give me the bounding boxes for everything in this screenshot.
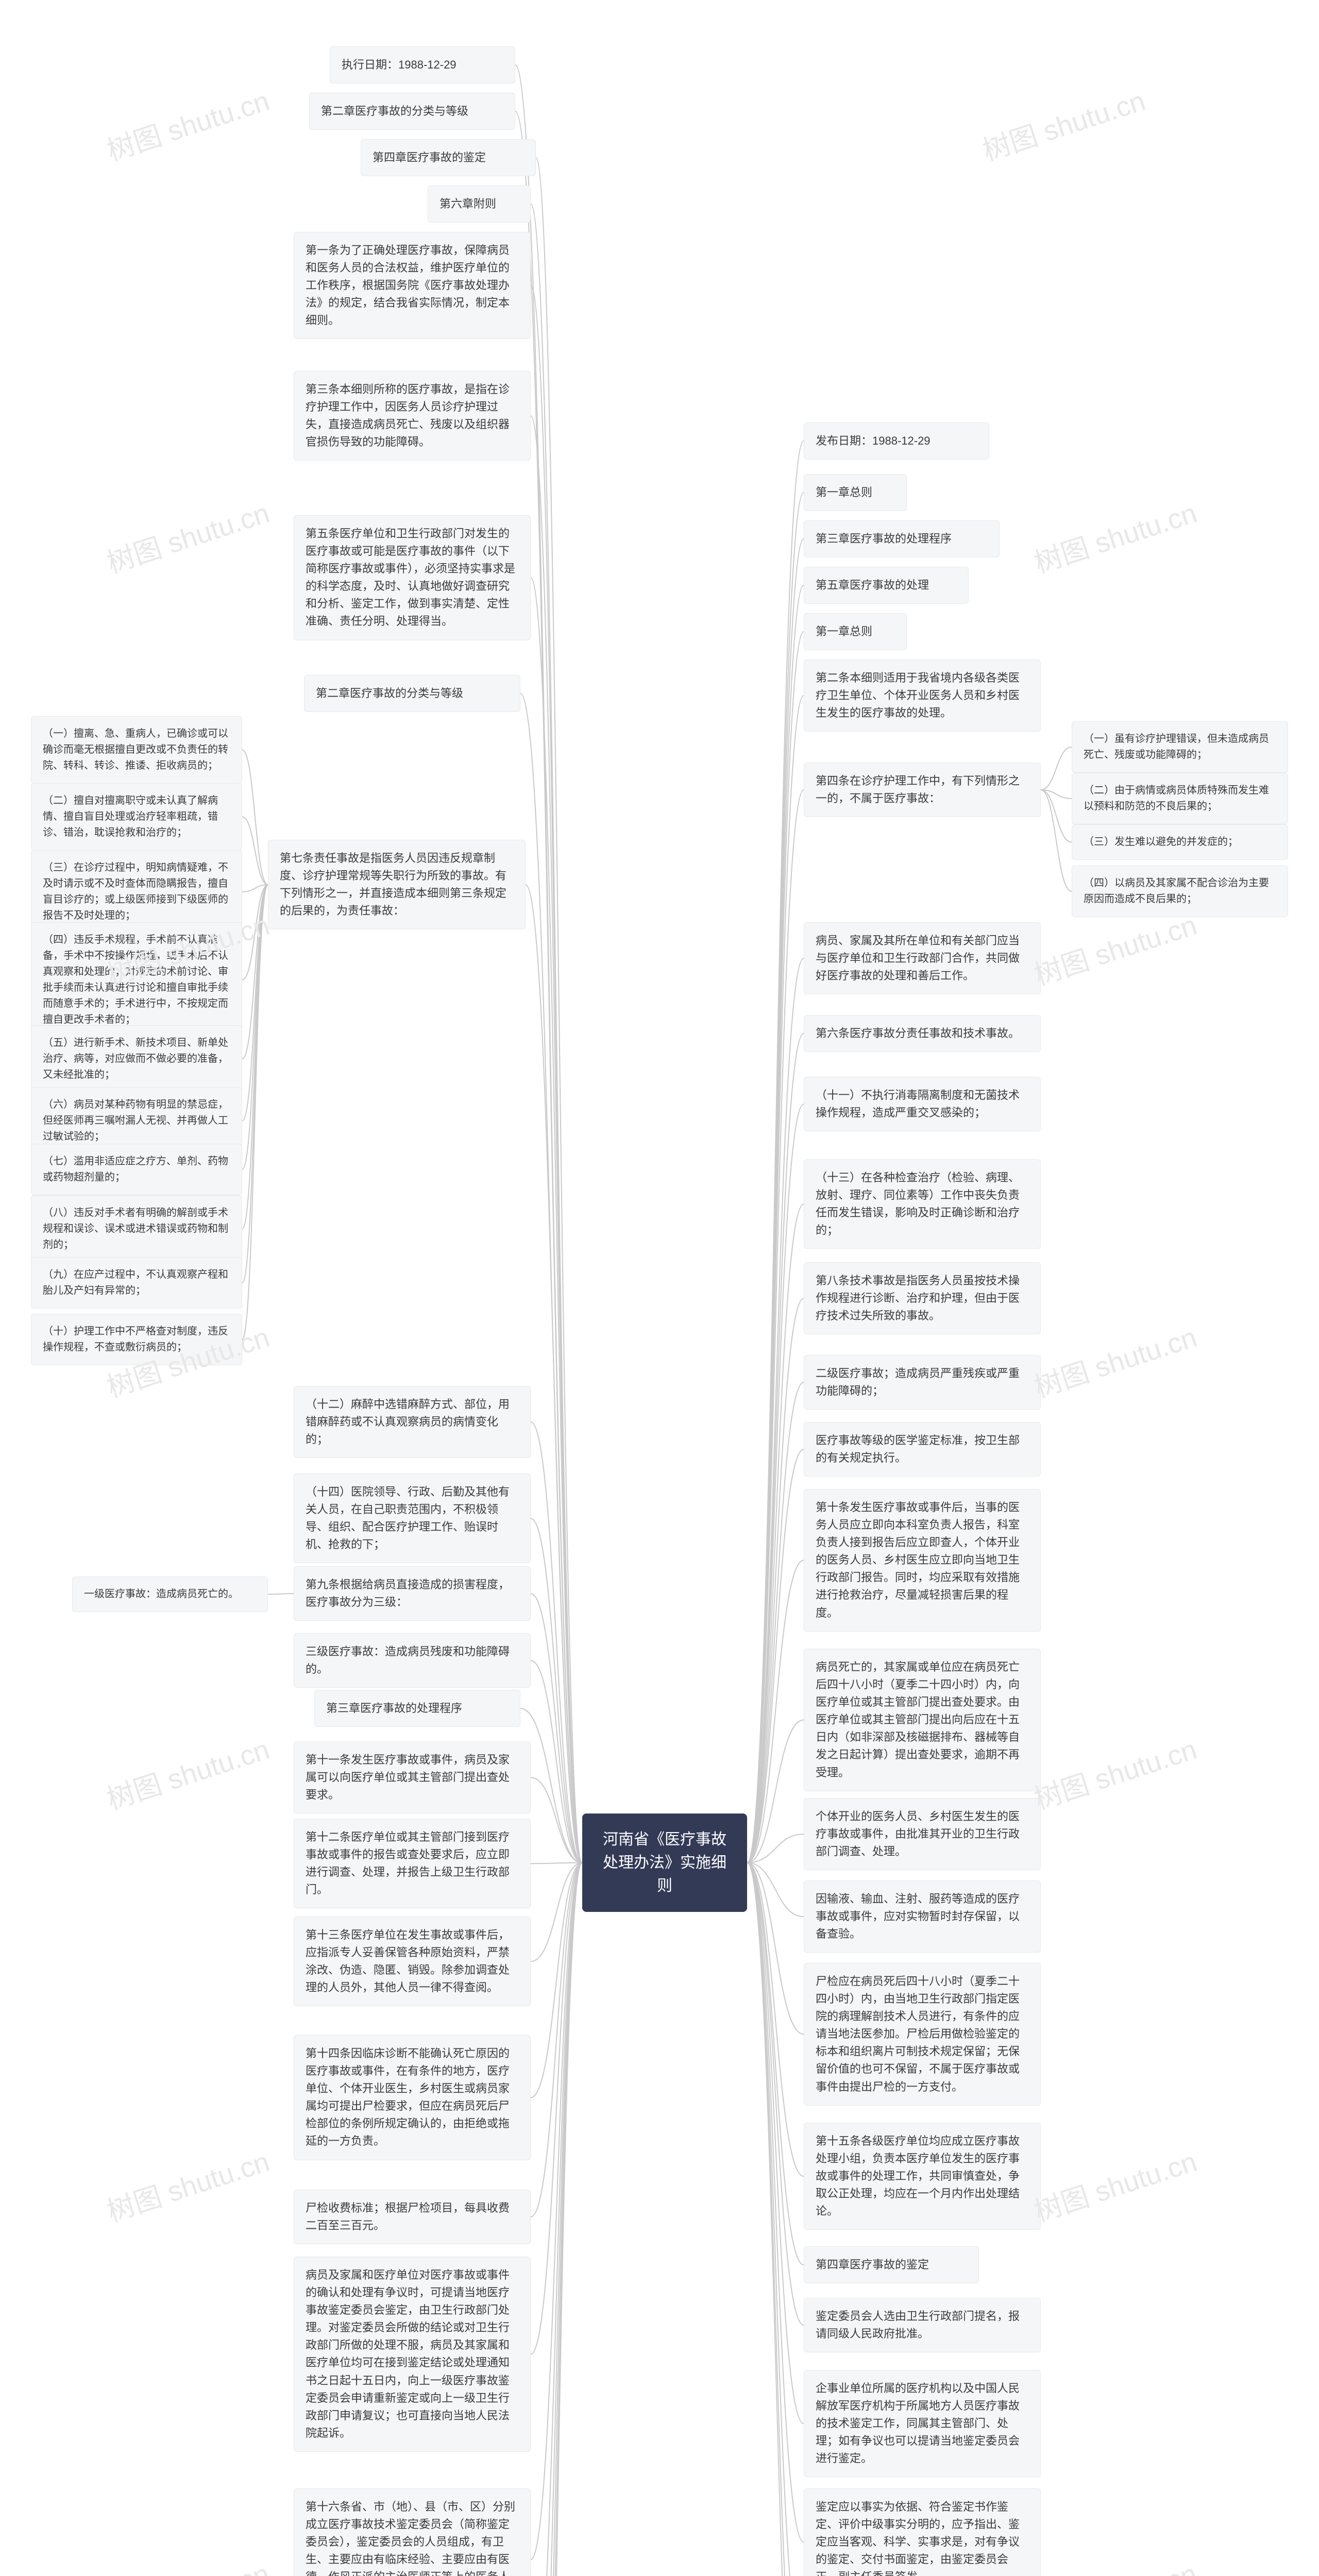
mindmap-node: 一级医疗事故：造成病员死亡的。 <box>72 1577 268 1612</box>
mindmap-node: 第八条技术事故是指医务人员虽按技术操作规程进行诊断、治疗和护理，但由于医疗技术过… <box>804 1262 1041 1334</box>
mindmap-node: （五）进行新手术、新技术项目、新单处治疗、病等，对应做而不做必要的准备，又未经批… <box>31 1025 242 1093</box>
mindmap-node: （十二）麻醉中选错麻醉方式、部位，用错麻醉药或不认真观察病员的病情变化的； <box>294 1386 531 1458</box>
watermark: 树图 shutu.cn <box>1028 2139 1202 2229</box>
mindmap-node: （十三）在各种检查治疗（检验、病理、放射、理疗、同位素等）工作中丧失负责任而发生… <box>804 1159 1041 1249</box>
mindmap-node: 病员、家属及其所在单位和有关部门应当与医疗单位和卫生行政部门合作，共同做好医疗事… <box>804 922 1041 994</box>
mindmap-node: （三）发生难以避免的并发症的； <box>1072 824 1288 860</box>
mindmap-node: 第三章医疗事故的处理程序 <box>314 1690 520 1727</box>
mindmap-node: 二级医疗事故；造成病员严重残疾或严重功能障碍的； <box>804 1355 1041 1410</box>
mindmap-node: 企事业单位所属的医疗机构以及中国人民解放军医疗机构于所属地方人员医疗事故的技术鉴… <box>804 2370 1041 2477</box>
mindmap-node: 第一章总则 <box>804 474 907 511</box>
mindmap-node: 第一章总则 <box>804 613 907 650</box>
mindmap-node: 第四条在诊疗护理工作中，有下列情形之一的，不属于医疗事故： <box>804 762 1041 817</box>
watermark: 树图 shutu.cn <box>101 1726 274 1817</box>
watermark: 树图 shutu.cn <box>101 490 274 581</box>
mindmap-node: 第五章医疗事故的处理 <box>804 567 969 604</box>
mindmap-node: （十四）医院领导、行政、后勤及其他有关人员，在自己职责范围内，不积极领导、组织、… <box>294 1473 531 1563</box>
mindmap-node: 鉴定应以事实为依据、符合鉴定书作鉴定、评价中级事实分明的，应予指出、鉴定应当客观… <box>804 2488 1041 2576</box>
watermark: 树图 shutu.cn <box>1028 490 1202 581</box>
watermark: 树图 shutu.cn <box>977 78 1150 168</box>
mindmap-node: 第二章医疗事故的分类与等级 <box>309 93 515 130</box>
mindmap-node: 鉴定委员会人选由卫生行政部门提名，报请同级人民政府批准。 <box>804 2298 1041 2352</box>
mindmap-node: 因输液、输血、注射、服药等造成的医疗事故或事件，应对实物暂时封存保留，以备查验。 <box>804 1880 1041 1953</box>
watermark: 树图 shutu.cn <box>101 2139 274 2229</box>
watermark: 树图 shutu.cn <box>101 2551 274 2576</box>
mindmap-node: 第五条医疗单位和卫生行政部门对发生的医疗事故或可能是医疗事故的事件（以下简称医疗… <box>294 515 531 640</box>
watermark: 树图 shutu.cn <box>101 78 274 168</box>
mindmap-node: 执行日期：1988-12-29 <box>330 46 515 83</box>
mindmap-node: 病员及家属和医疗单位对医疗事故或事件的确认和处理有争议时，可提请当地医疗事故鉴定… <box>294 2257 531 2452</box>
watermark: 树图 shutu.cn <box>1028 2551 1202 2576</box>
mindmap-node: （八）违反对手术者有明确的解剖或手术规程和误诊、误术或进术错误或药物和制剂的； <box>31 1195 242 1263</box>
mindmap-node: （七）滥用非适应症之疗方、单剂、药物或药物超剂量的； <box>31 1144 242 1195</box>
mindmap-node: 第十五条各级医疗单位均应成立医疗事故处理小组，负责本医疗单位发生的医疗事故或事件… <box>804 2123 1041 2230</box>
mindmap-node: 医疗事故等级的医学鉴定标准，按卫生部的有关规定执行。 <box>804 1422 1041 1477</box>
mindmap-node: 第十一条发生医疗事故或事件，病员及家属可以向医疗单位或其主管部门提出查处要求。 <box>294 1741 531 1814</box>
mindmap-node: 第二章医疗事故的分类与等级 <box>304 675 520 712</box>
mindmap-node: （一）虽有诊疗护理错误，但未造成病员死亡、残废或功能障碍的； <box>1072 721 1288 773</box>
mindmap-node: 第三章医疗事故的处理程序 <box>804 520 1000 557</box>
mindmap-node: （十）护理工作中不严格查对制度，违反操作规程，不查或敷衍病员的； <box>31 1314 242 1365</box>
mindmap-node: 第七条责任事故是指医务人员因违反规章制度、诊疗护理常规等失职行为所致的事故。有下… <box>268 840 526 929</box>
mindmap-node: （一）擅离、急、重病人，已确诊或可以确诊而毫无根据擅自更改或不负责任的转院、转科… <box>31 716 242 784</box>
mindmap-node: 病员死亡的，其家属或单位应在病员死亡后四十八小时（夏季二十四小时）内，向医疗单位… <box>804 1649 1041 1791</box>
mindmap-node: 第四章医疗事故的鉴定 <box>804 2246 979 2283</box>
mindmap-node: 个体开业的医务人员、乡村医生发生的医疗事故或事件，由批准其开业的卫生行政部门调查… <box>804 1798 1041 1870</box>
mindmap-node: （三）在诊疗过程中，明知病情疑难，不及时请示或不及时查体而隐瞒报告，擅自盲目诊疗… <box>31 850 242 934</box>
mindmap-node: 第十二条医疗单位或其主管部门接到医疗事故或事件的报告或查处要求后，应立即进行调查… <box>294 1819 531 1908</box>
mindmap-node: 第三条本细则所称的医疗事故，是指在诊疗护理工作中，因医务人员诊疗护理过失，直接造… <box>294 371 531 461</box>
mindmap-node: 第十三条医疗单位在发生事故或事件后，应指派专人妥善保管各种原始资料，严禁涂改、伪… <box>294 1917 531 2006</box>
mindmap-node: 第十四条因临床诊断不能确认死亡原因的医疗事故或事件，在有条件的地方，医疗单位、个… <box>294 2035 531 2160</box>
mindmap-node: 第九条根据给病员直接造成的损害程度，医疗事故分为三级： <box>294 1566 531 1621</box>
mindmap-node: （二）由于病情或病员体质特殊而发生难以预料和防范的不良后果的； <box>1072 773 1288 824</box>
mindmap-node: 第十条发生医疗事故或事件后，当事的医务人员应立即向本科室负责人报告，科室负责人接… <box>804 1489 1041 1632</box>
mindmap-node: 尸检应在病员死后四十八小时（夏季二十四小时）内，由当地卫生行政部门指定医院的病理… <box>804 1963 1041 2106</box>
mindmap-node: 第十六条省、市（地）、县（市、区）分别成立医疗事故技术鉴定委员会（简称鉴定委员会… <box>294 2488 531 2576</box>
mindmap-node: 第二条本细则适用于我省境内各级各类医疗卫生单位、个体开业医务人员和乡村医生发生的… <box>804 659 1041 732</box>
mindmap-node: 发布日期：1988-12-29 <box>804 422 989 460</box>
mindmap-node: 第六条医疗事故分责任事故和技术事故。 <box>804 1015 1041 1052</box>
mindmap-node: （四）违反手术规程，手术前不认真准备，手术中不按操作规程，或手术后不认真观察和处… <box>31 922 242 1038</box>
mindmap-node: 第六章附则 <box>428 185 531 223</box>
mindmap-node: （二）擅自对擅离职守或未认真了解病情、擅自盲目处理或治疗轻率粗疏，错诊、错治，耽… <box>31 783 242 851</box>
mindmap-node: 第四章医疗事故的鉴定 <box>361 139 536 176</box>
mindmap-node: （九）在应产过程中，不认真观察产程和胎儿及产妇有异常的； <box>31 1257 242 1309</box>
mindmap-node: 第一条为了正确处理医疗事故，保障病员和医务人员的合法权益，维护医疗单位的工作秩序… <box>294 232 531 339</box>
mindmap-node: 尸检收费标准；根据尸检项目，每具收费二百至三百元。 <box>294 2190 531 2244</box>
mindmap-node: （四）以病员及其家属不配合诊治为主要原因而造成不良后果的； <box>1072 866 1288 917</box>
watermark: 树图 shutu.cn <box>1028 1726 1202 1817</box>
mindmap-node: （十一）不执行消毒隔离制度和无菌技术操作规程，造成严重交叉感染的； <box>804 1077 1041 1131</box>
mindmap-node: 三级医疗事故：造成病员残废和功能障碍的。 <box>294 1633 531 1688</box>
root-node: 河南省《医疗事故处理办法》实施细则 <box>582 1814 747 1912</box>
watermark: 树图 shutu.cn <box>1028 1314 1202 1405</box>
